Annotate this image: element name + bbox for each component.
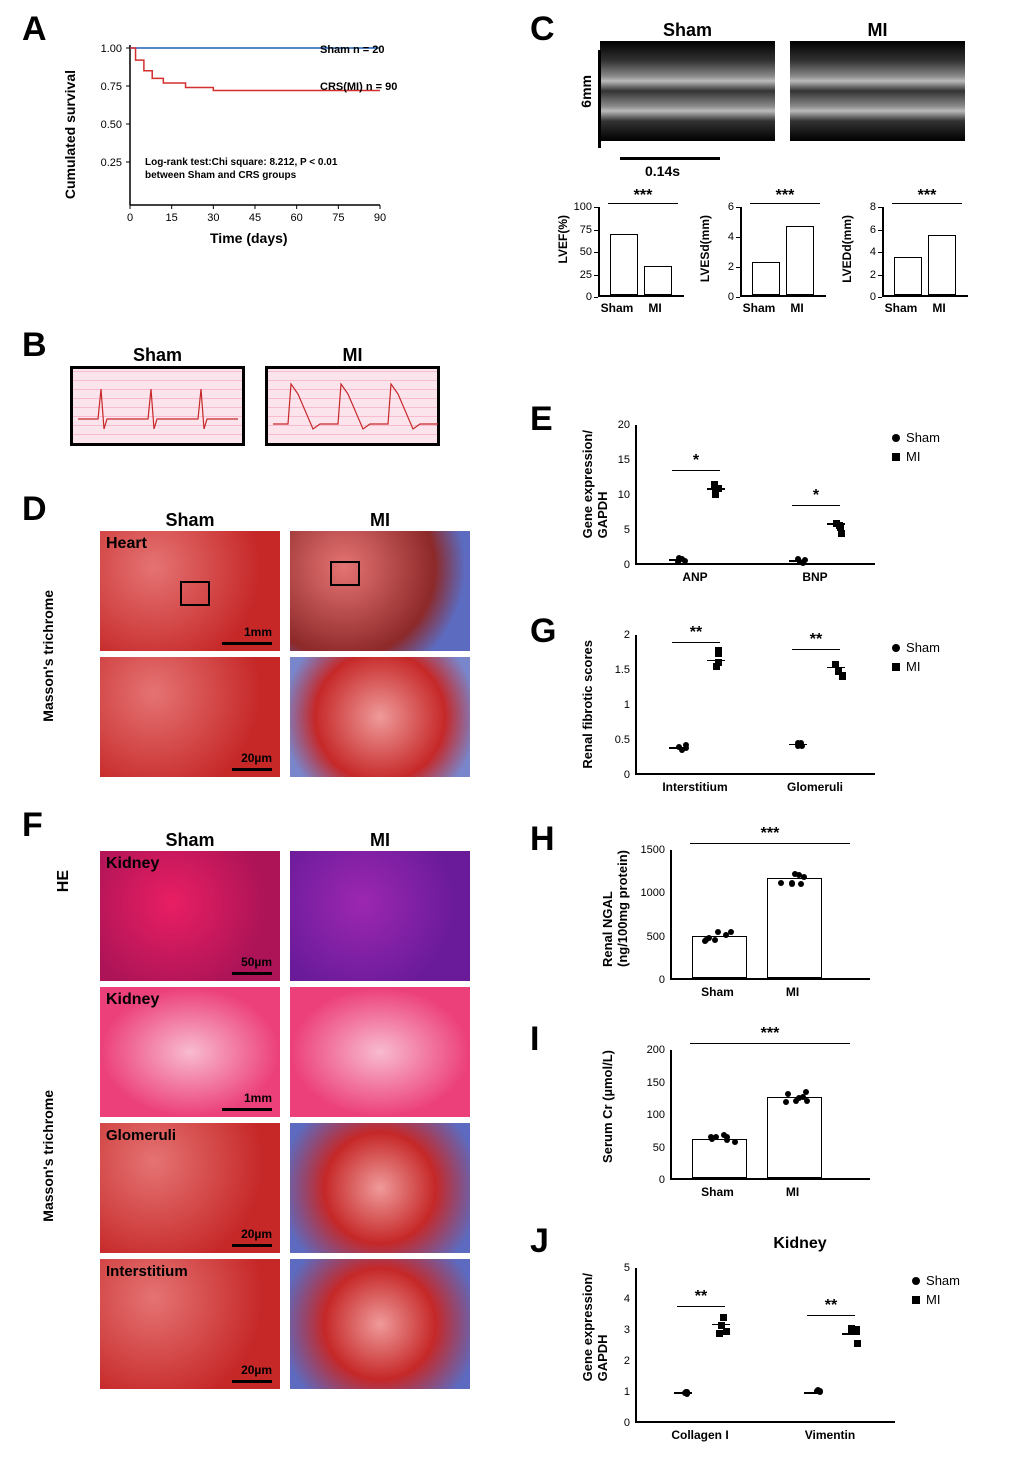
d-scale1-sham-bar bbox=[222, 642, 272, 645]
f-int-sham: Interstitium 20µm bbox=[100, 1259, 280, 1389]
c-vbar bbox=[598, 50, 601, 148]
b-mi-label: MI bbox=[265, 345, 440, 366]
panel-label-e: E bbox=[530, 400, 553, 439]
f-he-mi bbox=[290, 851, 470, 981]
c-scale-h: 0.14s bbox=[645, 163, 680, 179]
svg-text:Sham n = 20: Sham n = 20 bbox=[320, 44, 385, 56]
panel-label-c: C bbox=[530, 10, 555, 49]
panel-label-b: B bbox=[22, 326, 47, 365]
panel-label-g: G bbox=[530, 612, 556, 651]
svg-text:0.50: 0.50 bbox=[101, 119, 122, 131]
f-he-sham: Kidney 50µm bbox=[100, 851, 280, 981]
f-kidney-mi bbox=[290, 987, 470, 1117]
d-tissue: Heart bbox=[106, 535, 147, 553]
svg-text:60: 60 bbox=[291, 212, 303, 224]
c-sham-label: Sham bbox=[600, 20, 775, 41]
survival-svg: 0.25 0.50 0.75 1.00 0 15 30 45 60 75 90 Sham n = … bbox=[70, 30, 400, 260]
panel-d: Masson's trichrome Sham Heart 1mm 20µm M… bbox=[40, 510, 490, 777]
svg-text:1.00: 1.00 bbox=[101, 43, 122, 55]
panel-g: Renal fibrotic scores ****00.511.52Inter… bbox=[580, 620, 960, 810]
echo-mi bbox=[790, 41, 965, 141]
f-glom-sham: Glomeruli 20µm bbox=[100, 1123, 280, 1253]
f-he: HE bbox=[55, 870, 73, 892]
b-sham-label: Sham bbox=[70, 345, 245, 366]
d-scale1-sham: 1mm bbox=[244, 625, 272, 639]
a-ylabel: Cumulated survival bbox=[62, 70, 78, 199]
j-title: Kidney bbox=[620, 1235, 980, 1253]
panel-label-h: H bbox=[530, 820, 555, 859]
panel-c: Sham MI 6mm 0.14s LVEF(%) 0255075100 ***… bbox=[560, 20, 1000, 141]
d-heart-sham-zoom: 20µm bbox=[100, 657, 280, 777]
d-heart-sham: Heart 1mm bbox=[100, 531, 280, 651]
svg-text:75: 75 bbox=[332, 212, 344, 224]
f-kidney-sham: Kidney 1mm bbox=[100, 987, 280, 1117]
panel-f: HE Masson's trichrome Sham Kidney 50µm K… bbox=[40, 830, 490, 1389]
panel-e: Gene expression/ GAPDH **05101520ANPBNP … bbox=[580, 410, 960, 600]
panel-label-i: I bbox=[530, 1020, 539, 1059]
f-mi-label: MI bbox=[290, 830, 470, 851]
a-xlabel: Time (days) bbox=[210, 230, 288, 246]
panel-label-j: J bbox=[530, 1222, 549, 1261]
svg-text:45: 45 bbox=[249, 212, 261, 224]
d-heart-mi-zoom bbox=[290, 657, 470, 777]
f-glom-mi bbox=[290, 1123, 470, 1253]
panel-label-a: A bbox=[22, 10, 47, 49]
panel-h: Renal NGAL (ng/100mg protein) 0500100015… bbox=[600, 835, 920, 1015]
panel-i: Serum Cr (µmol/L) 050100150200 *** Sham … bbox=[600, 1035, 920, 1215]
c-scale-v: 6mm bbox=[578, 75, 594, 108]
ecg-mi bbox=[265, 366, 440, 446]
panel-a-survival: 0.25 0.50 0.75 1.00 0 15 30 45 60 75 90 Sham n = … bbox=[70, 30, 400, 260]
ecg-sham bbox=[70, 366, 245, 446]
d-mi-label: MI bbox=[290, 510, 470, 531]
d-stain: Masson's trichrome bbox=[40, 590, 56, 722]
c-hbar bbox=[620, 157, 720, 160]
svg-text:CRS(MI) n = 90: CRS(MI) n = 90 bbox=[320, 81, 397, 93]
panel-j: Kidney Gene expression/ GAPDH ****012345… bbox=[580, 1235, 980, 1455]
svg-text:0.75: 0.75 bbox=[101, 81, 122, 93]
d-roi-sham bbox=[180, 581, 210, 606]
svg-text:between Sham and CRS groups: between Sham and CRS groups bbox=[145, 170, 297, 181]
svg-text:90: 90 bbox=[374, 212, 386, 224]
d-heart-mi bbox=[290, 531, 470, 651]
panel-b-ecg: Sham MI bbox=[70, 345, 460, 446]
f-sham-label: Sham bbox=[100, 830, 280, 851]
f-int-mi bbox=[290, 1259, 470, 1389]
svg-text:0: 0 bbox=[127, 212, 133, 224]
d-roi-mi bbox=[330, 561, 360, 586]
svg-text:0.25: 0.25 bbox=[101, 157, 122, 169]
svg-text:15: 15 bbox=[166, 212, 178, 224]
c-mi-label: MI bbox=[790, 20, 965, 41]
echo-sham bbox=[600, 41, 775, 141]
f-stain: Masson's trichrome bbox=[40, 1090, 56, 1222]
svg-text:30: 30 bbox=[207, 212, 219, 224]
d-sham-label: Sham bbox=[100, 510, 280, 531]
svg-text:Log-rank test:Chi square: 8.21: Log-rank test:Chi square: 8.212, P < 0.0… bbox=[145, 157, 338, 168]
